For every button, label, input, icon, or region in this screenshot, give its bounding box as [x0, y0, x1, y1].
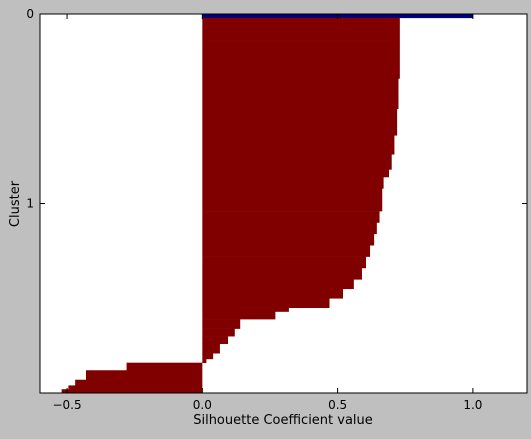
silhouette-bar [202, 298, 330, 309]
silhouette-bar [202, 176, 384, 189]
x-axis-label: Silhouette Coefficient value [193, 413, 373, 428]
y-tick-label: 1 [26, 197, 34, 211]
silhouette-bar [75, 379, 203, 386]
silhouette-bar [202, 17, 400, 41]
silhouette-bar [202, 169, 390, 178]
y-axis-label: Cluster [8, 180, 23, 227]
silhouette-bar [202, 135, 395, 155]
silhouette-bar [202, 358, 207, 363]
silhouette-bar [202, 267, 362, 280]
silhouette-bar [202, 222, 377, 235]
silhouette-bar [202, 311, 276, 320]
silhouette-bar [202, 328, 235, 337]
x-tick-label: 0.0 [193, 398, 212, 412]
y-tick-label: 0 [26, 7, 34, 21]
x-tick-label: 0.5 [328, 398, 347, 412]
chart-marks [61, 14, 473, 394]
x-tick-label: −0.5 [52, 398, 81, 412]
silhouette-bar [202, 307, 289, 312]
silhouette-bar [202, 343, 220, 354]
silhouette-bar [202, 154, 392, 170]
silhouette-bar [126, 362, 203, 371]
silhouette-bar [202, 40, 400, 79]
silhouette-bar [202, 108, 398, 136]
cluster-1-silhouette [61, 17, 400, 394]
silhouette-bar [202, 233, 375, 246]
silhouette-bar [202, 245, 371, 257]
silhouette-bar [202, 319, 241, 329]
silhouette-bar [202, 256, 367, 269]
chart-axes: −0.5 0.0 0.5 1.0 0 1 [26, 7, 528, 412]
silhouette-bar [202, 211, 380, 223]
silhouette-bar [202, 279, 354, 290]
silhouette-bar [68, 385, 203, 390]
silhouette-bar [85, 370, 203, 381]
silhouette-bar [61, 389, 203, 394]
x-tick-label: 1.0 [463, 398, 482, 412]
silhouette-bar [202, 188, 383, 212]
silhouette-bar [202, 288, 344, 299]
silhouette-bar [202, 78, 399, 110]
silhouette-bar [202, 336, 229, 345]
silhouette-bar [202, 353, 214, 360]
